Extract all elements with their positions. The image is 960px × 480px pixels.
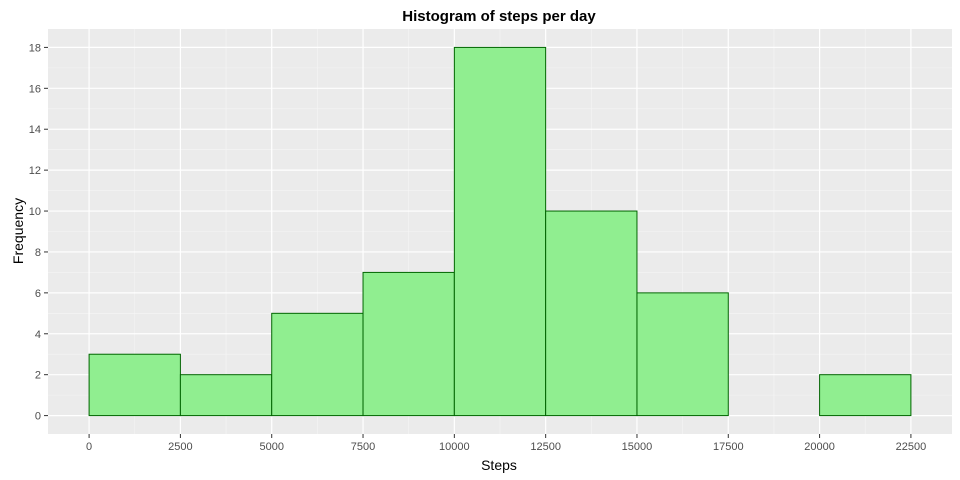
- histogram-bar: [819, 374, 912, 417]
- histogram-bars: [88, 46, 912, 417]
- x-axis-title: Steps: [481, 457, 517, 473]
- histogram-bar: [362, 271, 455, 417]
- y-tick-label: 14: [29, 124, 41, 136]
- chart-title: Histogram of steps per day: [402, 8, 596, 25]
- x-tick-label: 7500: [351, 441, 375, 453]
- x-tick-label: 5000: [259, 441, 283, 453]
- y-tick-label: 0: [35, 411, 41, 423]
- histogram-bar: [545, 210, 638, 417]
- y-tick-label: 4: [35, 329, 41, 341]
- histogram-bar: [179, 374, 273, 417]
- x-tick-label: 12500: [530, 441, 561, 453]
- y-tick-label: 12: [29, 165, 41, 177]
- x-tick-label: 20000: [804, 441, 835, 453]
- x-tick-label: 15000: [622, 441, 653, 453]
- y-axis-title: Frequency: [10, 198, 26, 264]
- x-tick-label: 17500: [713, 441, 744, 453]
- y-tick-label: 10: [29, 206, 41, 218]
- histogram-bar: [636, 292, 729, 417]
- x-tick-label: 10000: [439, 441, 470, 453]
- y-tick-label: 18: [29, 42, 41, 54]
- x-tick-label: 2500: [168, 441, 192, 453]
- axis-ticks: 0 2500 5000 7500 10000 12500 15000 17500 20000 22…: [29, 42, 926, 453]
- y-tick-label: 8: [35, 247, 41, 259]
- x-tick-label: 22500: [896, 441, 927, 453]
- y-tick-label: 6: [35, 288, 41, 300]
- y-tick-label: 16: [29, 83, 41, 95]
- y-tick-label: 2: [35, 370, 41, 382]
- x-tick-label: 0: [86, 441, 92, 453]
- histogram-bar: [453, 46, 547, 417]
- histogram-bar: [88, 353, 181, 417]
- histogram-bar: [271, 312, 364, 417]
